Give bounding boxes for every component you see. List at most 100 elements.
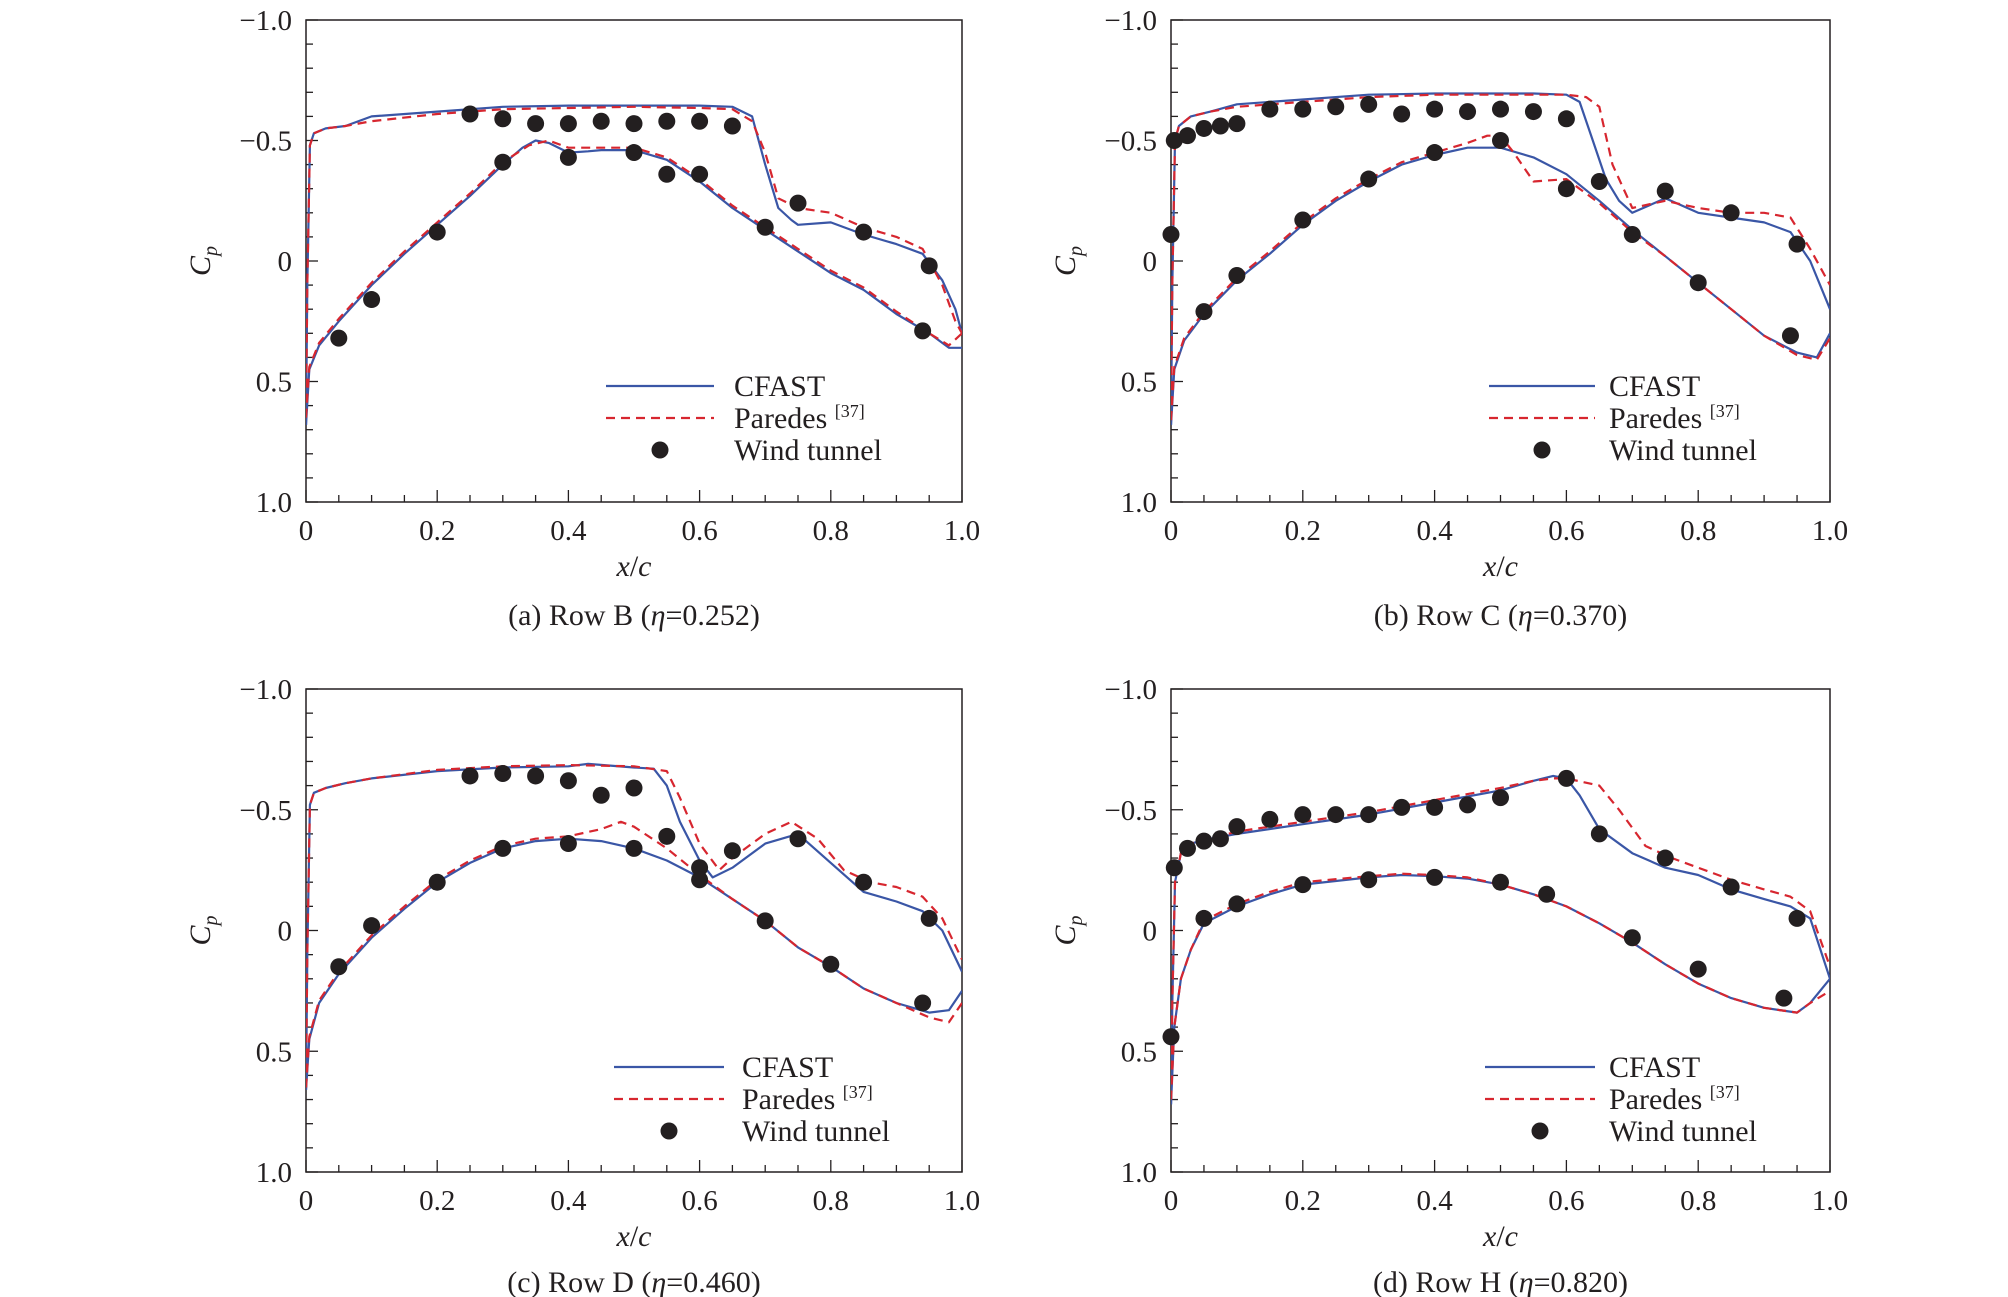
y-tick-label: 1.0 xyxy=(256,487,292,519)
wind-tunnel-point xyxy=(330,329,348,347)
wind-tunnel-point xyxy=(1788,235,1806,253)
wind-tunnel-point xyxy=(920,909,938,927)
wind-tunnel-point xyxy=(1327,98,1345,116)
x-tick-label: 0.4 xyxy=(550,1185,587,1217)
x-tick-label: 0.4 xyxy=(1416,515,1453,547)
wind-tunnel-point xyxy=(559,148,577,166)
chart-panel-0: −1.0−0.500.51.00 0.2 0.4 0.6 0.8 1.0x/cCp(a) … xyxy=(184,5,980,632)
wind-tunnel-point xyxy=(1211,117,1229,135)
x-tick-label: 1.0 xyxy=(944,515,980,547)
y-tick-label: 0 xyxy=(278,916,293,948)
wind-tunnel-point xyxy=(1781,327,1799,345)
y-tick-label: 1.0 xyxy=(256,1157,292,1189)
y-tick-label: 0.5 xyxy=(256,1036,292,1068)
plot-frame xyxy=(1170,19,1831,503)
wind-tunnel-point xyxy=(1360,170,1378,188)
wind-tunnel-point xyxy=(494,839,512,857)
panel-caption: (d) Row H (η=0.820) xyxy=(1373,1266,1628,1297)
wind-tunnel-point xyxy=(1590,825,1608,843)
wind-tunnel-point xyxy=(1360,871,1378,889)
wind-tunnel-point xyxy=(1294,876,1312,894)
y-tick-label: −1.0 xyxy=(239,5,292,37)
wind-tunnel-point xyxy=(756,218,774,236)
wind-tunnel-point xyxy=(1393,105,1411,123)
paredes-lower-curve xyxy=(306,139,962,418)
wind-tunnel-point xyxy=(658,112,676,130)
wind-tunnel-point xyxy=(1557,769,1575,787)
wind-tunnel-point xyxy=(691,165,709,183)
wind-tunnel-point xyxy=(559,772,577,790)
cfast-upper-curve xyxy=(306,104,962,425)
wind-tunnel-point xyxy=(1788,909,1806,927)
y-tick-label: −0.5 xyxy=(239,126,292,158)
x-tick-label: 0 xyxy=(1164,515,1179,547)
x-axis-label: x/c xyxy=(616,1220,652,1253)
x-tick-label: 0 xyxy=(299,1185,314,1217)
legend-cfast-label: CFAST xyxy=(1609,1051,1700,1084)
wind-tunnel-point xyxy=(1492,789,1509,807)
y-tick-label: 1.0 xyxy=(1121,1157,1157,1189)
y-axis-label: Cp xyxy=(184,246,222,276)
wind-tunnel-point xyxy=(1722,878,1740,896)
wind-tunnel-point xyxy=(1162,225,1180,243)
wind-tunnel-point xyxy=(1195,303,1213,321)
wind-tunnel-point xyxy=(363,917,381,935)
wind-tunnel-point xyxy=(1178,127,1196,145)
wind-tunnel-point xyxy=(914,994,932,1012)
x-tick-label: 1.0 xyxy=(1812,1185,1848,1217)
wind-tunnel-point xyxy=(1538,885,1556,903)
wind-tunnel-point xyxy=(1492,132,1509,149)
x-axis-label: x/c xyxy=(1482,1220,1518,1253)
wind-tunnel-point xyxy=(461,767,479,785)
wind-tunnel-point xyxy=(1360,95,1378,113)
wind-tunnel-point xyxy=(1228,266,1246,284)
legend-cfast-label: CFAST xyxy=(1609,370,1700,403)
x-tick-label: 0.4 xyxy=(1416,1185,1453,1217)
y-tick-label: 1.0 xyxy=(1121,487,1157,519)
wind-tunnel-point xyxy=(1524,103,1542,121)
y-axis-label: Cp xyxy=(1049,915,1087,945)
wind-tunnel-point xyxy=(723,842,741,860)
wind-tunnel-point xyxy=(691,871,709,889)
x-tick-label: 0.6 xyxy=(1548,1185,1584,1217)
chart-panel-1: −1.0−0.500.51.00 0.2 0.4 0.6 0.8 1.0x/cCp(b) … xyxy=(1049,5,1848,632)
legend-wind-swatch xyxy=(660,1122,678,1140)
x-tick-label: 0 xyxy=(1164,1185,1179,1217)
wind-tunnel-point xyxy=(1426,868,1444,886)
wind-tunnel-point xyxy=(658,827,676,845)
wind-tunnel-point xyxy=(1656,182,1674,200)
wind-tunnel-point xyxy=(1327,806,1345,824)
x-tick-label: 0.2 xyxy=(419,515,455,547)
paredes-lower-curve xyxy=(1171,134,1830,421)
wind-tunnel-point xyxy=(1228,115,1246,133)
y-tick-label: −0.5 xyxy=(1104,126,1157,158)
wind-tunnel-point xyxy=(330,958,348,976)
wind-tunnel-point xyxy=(920,257,938,275)
x-tick-label: 0.2 xyxy=(1285,515,1321,547)
wind-tunnel-point xyxy=(1261,810,1279,828)
wind-tunnel-point xyxy=(1360,806,1378,824)
wind-tunnel-point xyxy=(1261,100,1279,118)
wind-tunnel-point xyxy=(428,873,446,891)
wind-tunnel-point xyxy=(1623,225,1641,243)
wind-tunnel-point xyxy=(494,153,512,171)
plot-area xyxy=(306,104,962,425)
wind-tunnel-point xyxy=(1228,818,1246,836)
wind-tunnel-point xyxy=(658,165,676,183)
wind-tunnel-point xyxy=(1775,989,1793,1007)
cfast-lower-curve xyxy=(1171,146,1830,425)
y-tick-label: 0.5 xyxy=(1121,367,1157,399)
wind-tunnel-point xyxy=(1459,103,1477,121)
cfast-lower-curve xyxy=(1171,873,1830,1105)
wind-tunnel-point xyxy=(1492,873,1509,891)
legend-wind-swatch xyxy=(1531,1122,1549,1140)
wind-tunnel-point xyxy=(723,117,741,135)
legend-wind-swatch xyxy=(651,441,669,459)
wind-tunnel-point xyxy=(1557,180,1575,198)
wind-tunnel-point xyxy=(914,322,932,340)
x-tick-label: 1.0 xyxy=(944,1185,980,1217)
y-tick-label: −0.5 xyxy=(1104,795,1157,827)
y-tick-label: −1.0 xyxy=(1104,674,1157,706)
chart-panel-3: −1.0−0.500.51.00 0.2 0.4 0.6 0.8 1.0x/cCp(d) … xyxy=(1049,674,1848,1297)
